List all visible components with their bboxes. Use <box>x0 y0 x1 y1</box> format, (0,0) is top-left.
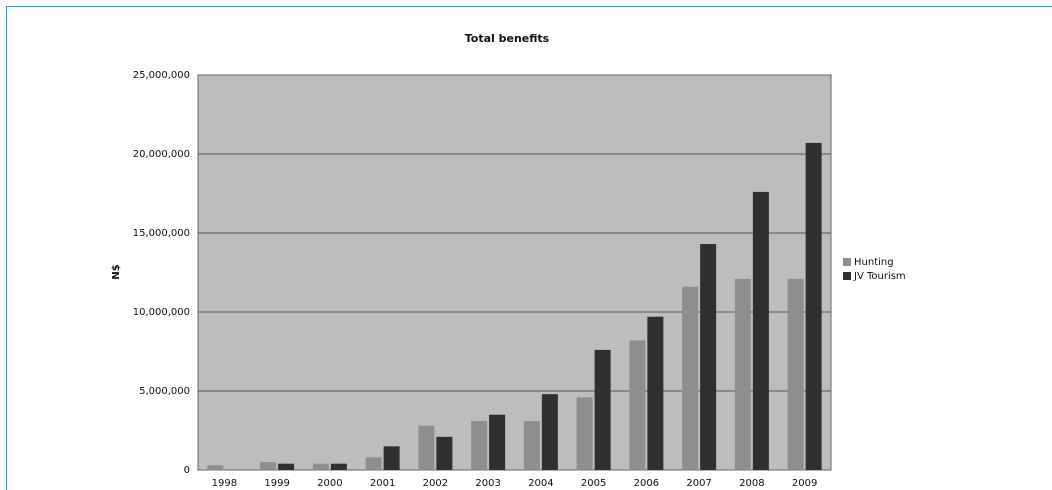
y-tick-label: 15,000,000 <box>133 228 190 239</box>
x-tick-label: 2004 <box>528 478 553 489</box>
x-tick-label: 2007 <box>686 478 711 489</box>
bar-hunting-2007 <box>682 286 699 470</box>
y-tick-label: 20,000,000 <box>133 149 190 160</box>
legend-swatch <box>843 272 851 280</box>
bar-hunting-2005 <box>576 397 593 470</box>
chart-frame <box>6 6 1052 490</box>
plot-area <box>197 74 832 471</box>
bar-hunting-2009 <box>787 278 804 470</box>
bars <box>207 142 822 471</box>
y-tick-label: 10,000,000 <box>133 307 190 318</box>
bar-jv-tourism-2005 <box>594 349 611 470</box>
y-axis-ticks: 0 5,000,000 10,000,000 15,000,000 20,000,000… <box>133 70 190 476</box>
x-tick-label: 2000 <box>317 478 342 489</box>
bar-hunting-2003 <box>471 421 488 470</box>
bar-hunting-2002 <box>418 425 435 470</box>
bar-hunting-1998 <box>207 465 224 470</box>
gridlines <box>198 153 831 392</box>
bar-jv-tourism-2001 <box>383 446 400 470</box>
bar-jv-tourism-2003 <box>489 414 506 470</box>
x-tick-label: 2001 <box>370 478 395 489</box>
y-axis-label: N$ <box>111 264 122 279</box>
x-tick-label: 2008 <box>739 478 764 489</box>
y-tick-label: 0 <box>184 465 190 476</box>
bar-hunting-2001 <box>365 457 382 470</box>
x-tick-label: 2002 <box>423 478 448 489</box>
legend-label: JV Tourism <box>853 271 906 282</box>
bar-jv-tourism-1999 <box>278 463 295 470</box>
x-tick-label: 2006 <box>634 478 659 489</box>
x-tick-label: 2003 <box>475 478 500 489</box>
chart-title: Total benefits <box>465 32 550 45</box>
x-tick-label: 2009 <box>792 478 817 489</box>
legend-swatch <box>843 258 851 266</box>
y-tick-label: 25,000,000 <box>133 70 190 81</box>
x-tick-label: 1998 <box>212 478 237 489</box>
bar-jv-tourism-2008 <box>752 191 769 471</box>
bar-jv-tourism-2000 <box>330 463 347 470</box>
legend: Hunting JV Tourism <box>843 257 906 282</box>
bar-hunting-2006 <box>629 340 646 470</box>
legend-label: Hunting <box>854 257 894 268</box>
bar-jv-tourism-2009 <box>805 142 822 470</box>
x-tick-label: 2005 <box>581 478 606 489</box>
bar-jv-tourism-2007 <box>700 244 717 470</box>
bar-hunting-2008 <box>734 278 751 470</box>
bar-hunting-1999 <box>260 462 277 470</box>
bar-hunting-2000 <box>312 463 329 470</box>
x-tick-label: 1999 <box>264 478 289 489</box>
bar-jv-tourism-2006 <box>647 316 664 470</box>
bar-hunting-2004 <box>523 421 540 470</box>
y-tick-label: 5,000,000 <box>139 386 190 397</box>
bar-jv-tourism-2002 <box>436 436 453 470</box>
x-axis-ticks: 1998 1999 2000 2001 2002 2003 2004 2005 2006 2007… <box>212 478 818 489</box>
bar-jv-tourism-2004 <box>541 394 558 470</box>
